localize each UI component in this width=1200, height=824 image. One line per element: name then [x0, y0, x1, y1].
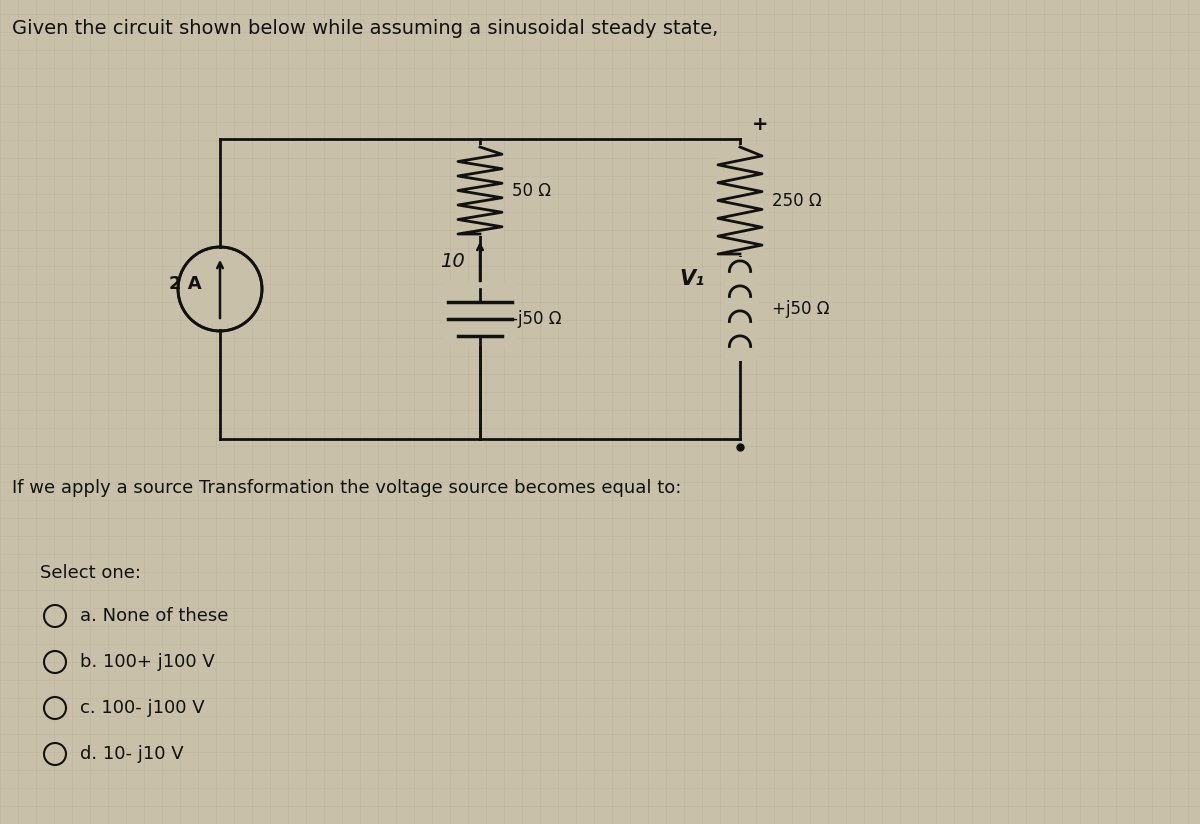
Text: Select one:: Select one:: [40, 564, 142, 582]
Text: b. 100+ j100 V: b. 100+ j100 V: [80, 653, 215, 671]
Text: -j50 Ω: -j50 Ω: [512, 310, 562, 328]
Text: 50 Ω: 50 Ω: [512, 181, 551, 199]
Text: +j50 Ω: +j50 Ω: [772, 300, 829, 318]
Circle shape: [180, 249, 260, 329]
Text: 2 A: 2 A: [169, 275, 202, 293]
FancyBboxPatch shape: [456, 145, 504, 236]
Text: 10: 10: [440, 252, 464, 271]
Text: +: +: [752, 115, 768, 134]
FancyBboxPatch shape: [722, 257, 758, 361]
FancyBboxPatch shape: [443, 282, 517, 346]
Text: c. 100- j100 V: c. 100- j100 V: [80, 699, 205, 717]
Text: If we apply a source Transformation the voltage source becomes equal to:: If we apply a source Transformation the …: [12, 479, 682, 497]
Text: Given the circuit shown below while assuming a sinusoidal steady state,: Given the circuit shown below while assu…: [12, 19, 719, 38]
Text: d. 10- j10 V: d. 10- j10 V: [80, 745, 184, 763]
FancyBboxPatch shape: [716, 145, 764, 256]
Text: 250 Ω: 250 Ω: [772, 191, 822, 209]
Text: a. None of these: a. None of these: [80, 607, 228, 625]
Text: V₁: V₁: [679, 269, 706, 289]
